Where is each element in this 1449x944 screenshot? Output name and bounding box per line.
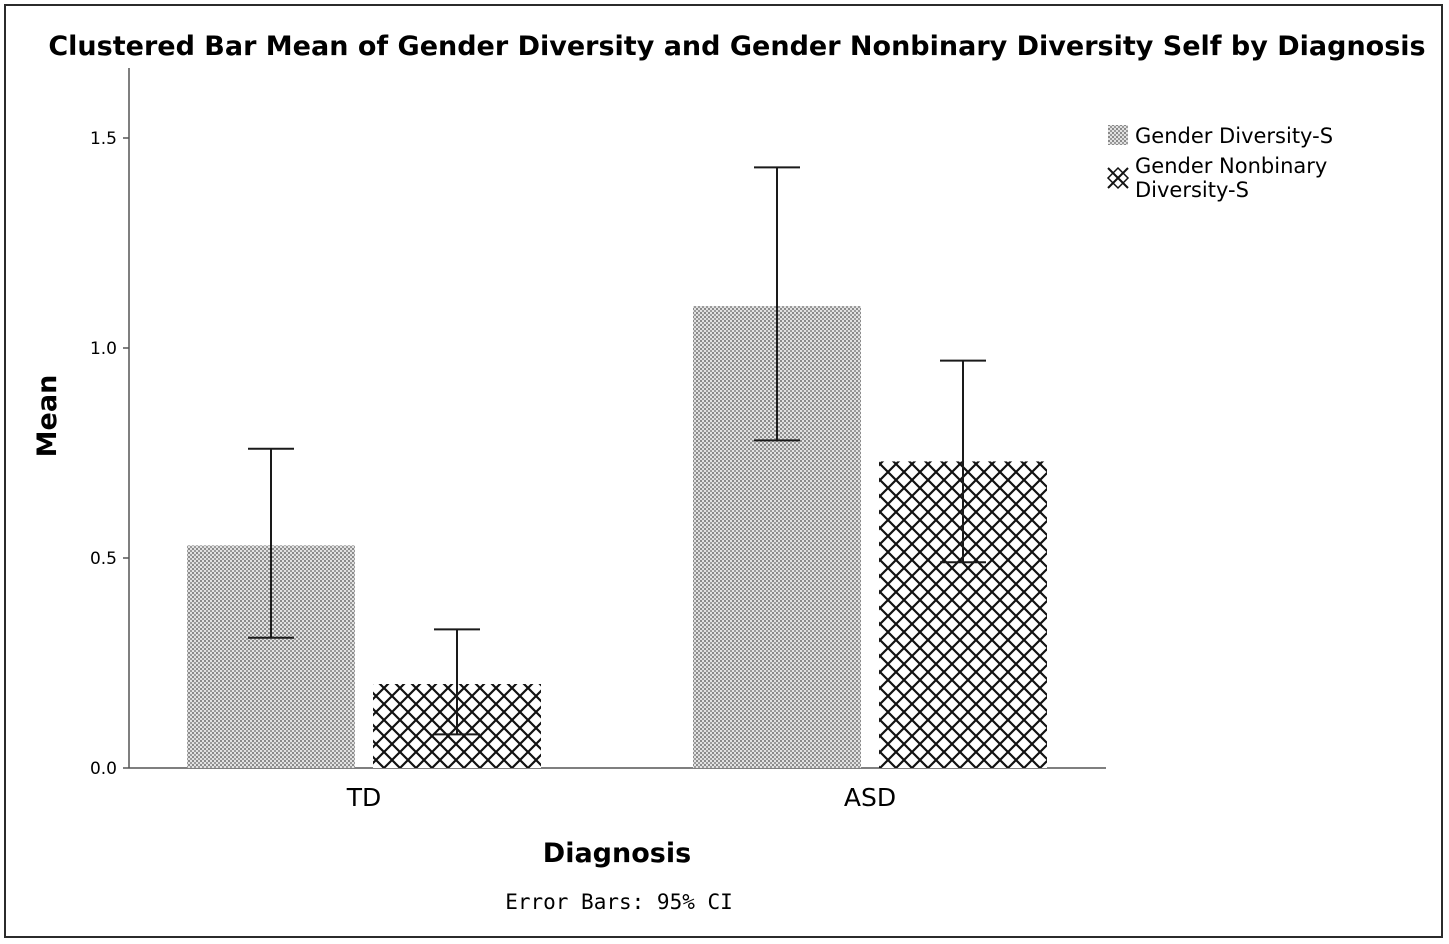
legend: Gender Diversity-S Gender NonbinaryDivers… bbox=[1106, 124, 1333, 202]
y-tick-label: 1.5 bbox=[90, 129, 117, 149]
error-bars-note: Error Bars: 95% CI bbox=[505, 890, 733, 914]
legend-label: Gender Nonbinary bbox=[1135, 154, 1327, 178]
legend-swatch-lines bbox=[1107, 167, 1129, 189]
legend-label: Diversity-S bbox=[1135, 178, 1249, 202]
legend-swatch-diamond bbox=[1106, 166, 1130, 190]
x-category-label: ASD bbox=[844, 783, 896, 812]
legend-swatch-dots bbox=[1108, 125, 1128, 145]
bars bbox=[187, 306, 1047, 768]
chart-title: Clustered Bar Mean of Gender Diversity a… bbox=[48, 31, 1425, 62]
x-category-label: TD bbox=[346, 783, 382, 812]
legend-label: Gender Diversity-S bbox=[1135, 124, 1333, 148]
y-axis-title: Mean bbox=[32, 375, 63, 458]
x-axis-title: Diagnosis bbox=[543, 838, 691, 869]
error-bars bbox=[248, 166, 986, 736]
y-tick-label: 0.5 bbox=[90, 549, 117, 569]
legend-swatch-crosshatch bbox=[1106, 166, 1130, 190]
y-tick-label: 0.0 bbox=[90, 759, 117, 779]
y-tick-label: 1.0 bbox=[90, 339, 117, 359]
